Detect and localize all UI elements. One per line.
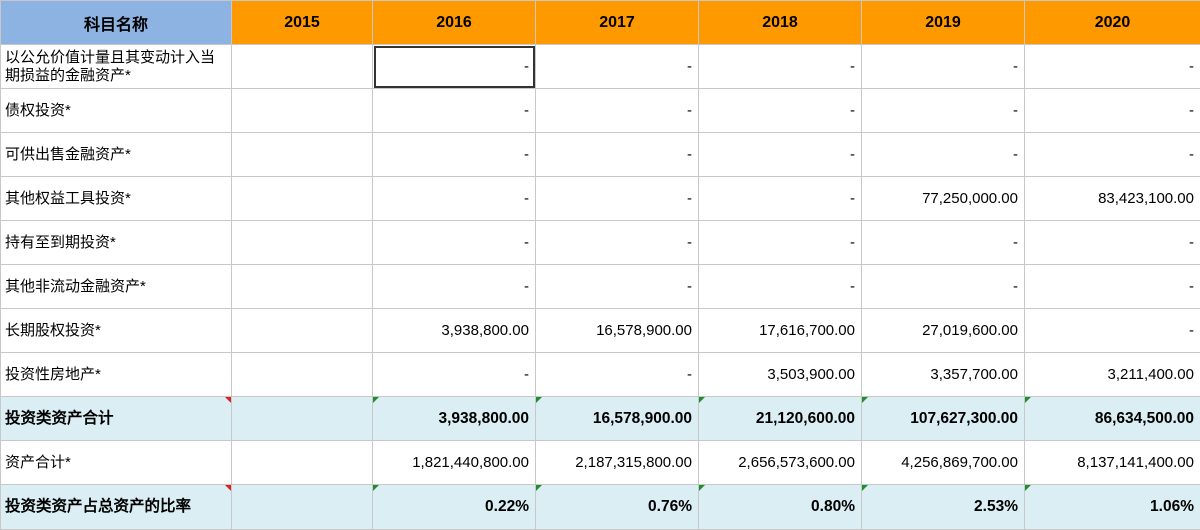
header-account-name[interactable]: 科目名称 [1,1,232,45]
row-label[interactable]: 其他权益工具投资* [1,177,232,221]
cell[interactable]: - [373,265,536,309]
cell[interactable]: 0.22% [373,485,536,530]
cell[interactable]: - [699,45,862,89]
cell[interactable] [232,89,373,133]
cell[interactable]: - [373,177,536,221]
table-row: 长期股权投资* 3,938,800.00 16,578,900.00 17,61… [1,309,1200,353]
header-year-2017[interactable]: 2017 [536,1,699,45]
cell[interactable]: - [862,89,1025,133]
cell[interactable]: 77,250,000.00 [862,177,1025,221]
cell[interactable]: 2.53% [862,485,1025,530]
header-year-2020[interactable]: 2020 [1025,1,1200,45]
cell[interactable]: - [1025,221,1200,265]
cell[interactable]: - [1025,309,1200,353]
row-label[interactable]: 债权投资* [1,89,232,133]
cell[interactable]: - [536,45,699,89]
row-label[interactable]: 其他非流动金融资产* [1,265,232,309]
selected-cell[interactable]: - [373,45,536,89]
cell[interactable]: 83,423,100.00 [1025,177,1200,221]
row-label[interactable]: 以公允价值计量且其变动计入当期损益的金融资产* [1,45,232,89]
cell[interactable]: 2,187,315,800.00 [536,441,699,485]
cell[interactable]: 3,503,900.00 [699,353,862,397]
cell[interactable]: 0.76% [536,485,699,530]
cell[interactable]: - [1025,45,1200,89]
header-year-2018[interactable]: 2018 [699,1,862,45]
cell[interactable]: - [536,265,699,309]
row-label[interactable]: 持有至到期投资* [1,221,232,265]
cell[interactable] [232,221,373,265]
cell[interactable]: - [373,89,536,133]
table-row: 投资性房地产* - - 3,503,900.00 3,357,700.00 3,… [1,353,1200,397]
table-row: 持有至到期投资* - - - - - [1,221,1200,265]
header-row: 科目名称 2015 2016 2017 2018 2019 2020 [1,1,1200,45]
cell[interactable]: - [536,133,699,177]
cell[interactable]: - [699,133,862,177]
cell[interactable]: 3,938,800.00 [373,309,536,353]
cell[interactable]: - [699,221,862,265]
cell[interactable]: - [1025,133,1200,177]
cell[interactable] [232,265,373,309]
row-label[interactable]: 长期股权投资* [1,309,232,353]
cell[interactable] [232,45,373,89]
cell[interactable]: 1.06% [1025,485,1200,530]
table-row: 债权投资* - - - - - [1,89,1200,133]
subtotal-row: 投资类资产合计 3,938,800.00 16,578,900.00 21,12… [1,397,1200,441]
cell[interactable]: 1,821,440,800.00 [373,441,536,485]
table-row: 其他权益工具投资* - - - 77,250,000.00 83,423,100… [1,177,1200,221]
cell[interactable]: - [699,177,862,221]
cell[interactable]: - [862,221,1025,265]
row-label[interactable]: 可供出售金融资产* [1,133,232,177]
cell[interactable]: - [1025,89,1200,133]
cell[interactable]: - [862,265,1025,309]
cell[interactable]: 4,256,869,700.00 [862,441,1025,485]
cell[interactable]: - [536,353,699,397]
cell[interactable]: - [699,89,862,133]
cell[interactable] [232,133,373,177]
cell[interactable]: 86,634,500.00 [1025,397,1200,441]
cell[interactable]: - [536,89,699,133]
cell[interactable]: 3,211,400.00 [1025,353,1200,397]
table-row: 可供出售金融资产* - - - - - [1,133,1200,177]
cell[interactable]: - [536,221,699,265]
row-label[interactable]: 资产合计* [1,441,232,485]
cell[interactable]: 3,357,700.00 [862,353,1025,397]
cell[interactable]: 21,120,600.00 [699,397,862,441]
cell[interactable] [232,177,373,221]
table-row: 其他非流动金融资产* - - - - - [1,265,1200,309]
cell[interactable]: 16,578,900.00 [536,397,699,441]
header-year-2016[interactable]: 2016 [373,1,536,45]
row-label[interactable]: 投资类资产合计 [1,397,232,441]
cell[interactable]: 3,938,800.00 [373,397,536,441]
cell[interactable]: 17,616,700.00 [699,309,862,353]
cell[interactable]: 107,627,300.00 [862,397,1025,441]
cell[interactable]: 16,578,900.00 [536,309,699,353]
cell[interactable]: - [862,133,1025,177]
table-row: 以公允价值计量且其变动计入当期损益的金融资产* - - - - - [1,45,1200,89]
cell[interactable]: - [373,221,536,265]
cell[interactable] [232,353,373,397]
ratio-row: 投资类资产占总资产的比率 0.22% 0.76% 0.80% 2.53% 1.0… [1,485,1200,530]
cell[interactable]: 8,137,141,400.00 [1025,441,1200,485]
cell[interactable]: 2,656,573,600.00 [699,441,862,485]
header-year-2019[interactable]: 2019 [862,1,1025,45]
header-year-2015[interactable]: 2015 [232,1,373,45]
cell[interactable]: - [536,177,699,221]
cell[interactable]: - [373,133,536,177]
cell[interactable]: - [862,45,1025,89]
cell[interactable] [232,485,373,530]
cell[interactable]: - [699,265,862,309]
cell[interactable]: 27,019,600.00 [862,309,1025,353]
cell[interactable] [232,441,373,485]
row-label[interactable]: 投资性房地产* [1,353,232,397]
row-label[interactable]: 投资类资产占总资产的比率 [1,485,232,530]
cell[interactable]: - [373,353,536,397]
table-row: 资产合计* 1,821,440,800.00 2,187,315,800.00 … [1,441,1200,485]
cell[interactable] [232,309,373,353]
cell[interactable]: - [1025,265,1200,309]
cell[interactable] [232,397,373,441]
cell[interactable]: 0.80% [699,485,862,530]
